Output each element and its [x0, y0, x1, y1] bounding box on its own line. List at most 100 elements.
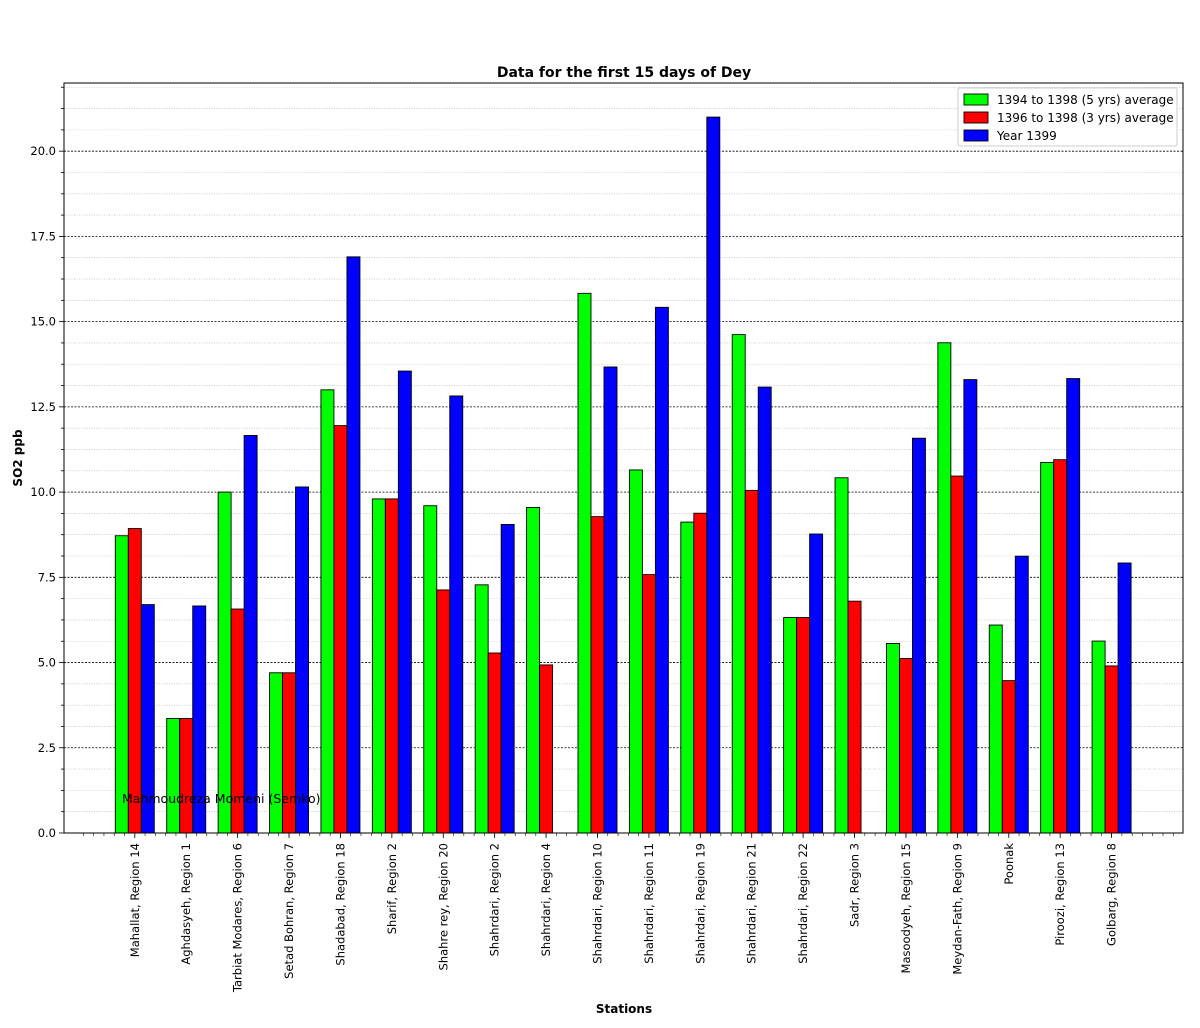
bar	[539, 664, 554, 834]
x-tick-label: Shahrdari, Region 11	[642, 843, 656, 964]
bar	[654, 306, 669, 834]
bar	[371, 498, 386, 834]
bar	[937, 342, 952, 834]
x-tick-label: Golbarg, Region 8	[1105, 843, 1119, 946]
bar	[1040, 461, 1055, 834]
bar	[1117, 562, 1132, 834]
x-tick-label: Masoodyeh, Region 15	[899, 843, 913, 973]
bar	[834, 477, 849, 834]
x-tick-label: Shahrdari, Region 2	[488, 843, 502, 956]
y-tick-label: 0.0	[38, 826, 56, 840]
bar	[487, 652, 502, 834]
bar	[706, 116, 721, 834]
x-tick-label: Mahallat, Region 14	[128, 843, 142, 957]
bar	[320, 389, 335, 834]
x-axis-ticks: Mahallat, Region 14 Aghdasyeh, Region 1 Ta…	[83, 833, 1174, 993]
x-tick-label: Piroozi, Region 13	[1053, 843, 1067, 946]
x-tick-label: Aghdasyeh, Region 1	[179, 843, 193, 965]
bar	[680, 521, 695, 834]
bar	[500, 524, 515, 834]
bar	[590, 516, 605, 834]
legend-swatch	[963, 111, 989, 124]
bar	[1104, 665, 1119, 834]
bar	[474, 584, 489, 834]
y-tick-label: 7.5	[38, 570, 56, 584]
x-tick-label: Shahrdari, Region 10	[590, 843, 604, 964]
bar	[179, 718, 194, 834]
plot-frame	[63, 82, 1184, 834]
bar	[912, 437, 926, 834]
bar	[796, 617, 811, 834]
bar	[217, 491, 232, 834]
chart-title: Data for the first 15 days of Dey	[497, 65, 751, 81]
y-tick-label: 10.0	[30, 485, 56, 499]
bar	[295, 486, 309, 834]
legend-label: 1394 to 1398 (5 yrs) average	[997, 93, 1174, 107]
bar	[731, 334, 746, 834]
bars-group	[114, 116, 1132, 834]
y-axis-label: SO2 ppb	[11, 429, 25, 487]
bar	[963, 379, 978, 834]
bar	[757, 386, 772, 834]
bar	[577, 292, 592, 834]
bar	[1091, 640, 1106, 834]
legend-label: 1396 to 1398 (3 yrs) average	[997, 111, 1174, 125]
bar	[397, 370, 412, 834]
bar	[950, 475, 965, 834]
x-tick-label: Shahre rey, Region 20	[436, 843, 450, 970]
bar	[1053, 459, 1068, 834]
legend-box	[957, 87, 1178, 147]
x-tick-label: Tarbiat Modares, Region 6	[231, 843, 245, 993]
y-tick-label: 12.5	[30, 400, 56, 414]
bar	[127, 528, 142, 834]
bar	[526, 506, 541, 834]
legend-swatch	[963, 93, 989, 106]
x-tick-label: Shahrdari, Region 21	[745, 843, 759, 964]
x-tick-label: Setad Bohran, Region 7	[282, 843, 296, 979]
bar	[114, 535, 129, 834]
x-tick-label: Shadabad, Region 18	[333, 843, 347, 966]
bar	[243, 435, 258, 834]
legend: 1394 to 1398 (5 yrs) average 1396 to 1398…	[957, 87, 1178, 147]
y-axis-ticks: 0.0 2.5 5.0 7.5 10.0 12.5 15.0 17.5 20.0	[30, 86, 64, 840]
legend-label: Year 1399	[996, 129, 1057, 143]
y-tick-label: 15.0	[30, 315, 56, 329]
x-axis-label: Stations	[596, 1002, 652, 1016]
bar	[809, 533, 824, 834]
bar	[1001, 680, 1016, 834]
bar	[449, 395, 464, 834]
bar	[282, 672, 296, 834]
bar	[847, 600, 862, 834]
bar	[346, 256, 361, 834]
author-annotation: Mahmoudreza Momeni (Semko)	[122, 791, 320, 806]
bar	[269, 672, 283, 834]
y-tick-label: 20.0	[30, 144, 56, 158]
bar	[886, 643, 900, 834]
bar	[1014, 555, 1029, 834]
x-tick-label: Poonak	[1002, 843, 1016, 885]
bar	[436, 589, 451, 834]
x-tick-label: Shahrdari, Region 19	[693, 843, 707, 964]
y-tick-label: 2.5	[38, 741, 56, 755]
bar	[384, 498, 399, 834]
bar	[988, 624, 1003, 834]
bar	[641, 574, 656, 834]
bar	[1066, 378, 1081, 834]
bar	[783, 617, 798, 834]
bar	[603, 366, 618, 834]
legend-swatch	[963, 129, 989, 142]
x-tick-label: Sharif, Region 2	[385, 843, 399, 934]
bar	[423, 505, 438, 834]
y-tick-label: 5.0	[38, 656, 56, 670]
x-tick-label: Meydan-Fath, Region 9	[950, 843, 964, 975]
x-tick-label: Shahrdari, Region 22	[796, 843, 810, 964]
bar	[333, 425, 348, 834]
bar	[628, 469, 643, 834]
x-tick-label: Shahrdari, Region 4	[539, 843, 553, 956]
bar	[899, 658, 913, 834]
bar	[166, 718, 181, 834]
bar	[693, 512, 708, 834]
bar	[744, 489, 759, 834]
y-tick-label: 17.5	[30, 229, 56, 243]
